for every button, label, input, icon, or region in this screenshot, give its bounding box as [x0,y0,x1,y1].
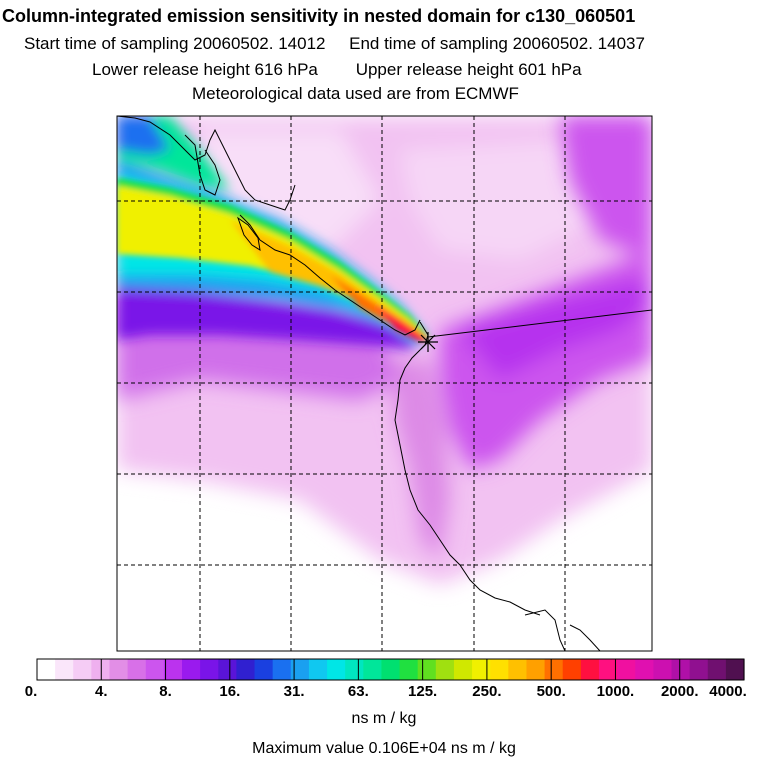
colorbar-tick-label: 16. [219,683,241,700]
coastline-south [394,321,541,616]
colorbar-swatch [453,659,473,680]
colorbar-swatch [472,659,491,680]
met-data-text: Meteorological data used are from ECMWF [192,84,519,103]
colorbar-swatch [37,659,56,680]
colorbar-swatch [689,659,709,680]
colorbar-swatch [308,659,328,680]
colorbar-swatch [580,659,600,680]
colorbar-swatch [598,659,618,680]
colorbar-tick-label: 31. [283,683,305,700]
figure-title: Column-integrated emission sensitivity i… [2,6,636,26]
colorbar-swatch [73,659,92,680]
upper-height-text: Upper release height 601 hPa [355,60,582,79]
coastline-north [117,116,296,211]
colorbar-swatch [127,659,147,680]
colorbar-swatch [145,659,165,680]
sensitivity-field [117,116,652,651]
gulf-coast [569,624,601,651]
colorbar-swatch [707,659,727,680]
colorbar-frame [36,658,745,681]
colorbar-swatch [671,659,691,680]
colorbar-tick-label: 250. [472,683,502,700]
colorbar-swatch [345,659,364,680]
colorbar-swatch [635,659,654,680]
colorbar-units: ns m / kg [351,710,417,727]
colorbar-swatch [91,659,111,680]
release-heights-line: Lower release height 616 hPa Upper relea… [92,60,582,80]
colorbar-swatch [218,659,238,680]
plume-core [117,178,430,342]
map-frame [116,115,653,652]
colorbar-swatch [200,659,219,680]
colorbar-tick-label: 0. [24,683,38,700]
maximum-value-text: Maximum value 0.106E+04 ns m / kg [252,740,516,757]
colorbar-tick-label: 1000. [596,683,635,700]
colorbar-tick-label: 125. [408,683,438,700]
coastlines [117,116,652,651]
colorbar-swatch [544,659,564,680]
colorbar-swatch [490,659,509,680]
coast-southeast [524,609,566,651]
colorbar-swatch [290,659,310,680]
release-point-marker [418,332,438,352]
lat-lon-grid [117,116,652,651]
border-line [427,309,652,338]
colorbar-tick-label: 63. [347,683,369,700]
colorbar-swatch [653,659,673,680]
sampling-times-line: Start time of sampling 20060502. 14012 E… [24,34,645,54]
colorbar-swatch [435,659,455,680]
coastline-plume [239,214,421,336]
colorbar-tick-label: 4000. [709,683,747,700]
colorbar-swatch [182,659,201,680]
colorbar-tick-label: 4. [95,683,108,700]
colorbar-swatch [417,659,437,680]
colorbar-swatch [526,659,546,680]
colorbar-swatch [725,659,745,680]
colorbar-swatch [508,659,528,680]
small-island [237,216,261,252]
colorbar-swatch [236,659,256,680]
colorbar-tick-label: 500. [536,683,566,700]
colorbar-swatch [381,659,401,680]
colorbar-swatch [109,659,129,680]
colorbar-swatch [327,659,346,680]
colorbar-swatch [562,659,582,680]
colorbar-swatch [272,659,292,680]
colorbar-swatch [363,659,383,680]
colorbar-swatch [254,659,274,680]
island-outline [184,134,221,196]
end-time-text: End time of sampling 20060502. 14037 [349,34,645,53]
colorbar-swatch [399,659,419,680]
colorbar-tick-label: 8. [159,683,172,700]
start-time-text: Start time of sampling 20060502. 14012 [24,34,326,53]
colorbar-tick-label: 2000. [660,683,699,700]
colorbar-swatch [617,659,636,680]
colorbar [37,659,745,680]
lower-height-text: Lower release height 616 hPa [92,60,318,79]
colorbar-swatch [163,659,183,680]
colorbar-swatch [55,659,74,680]
